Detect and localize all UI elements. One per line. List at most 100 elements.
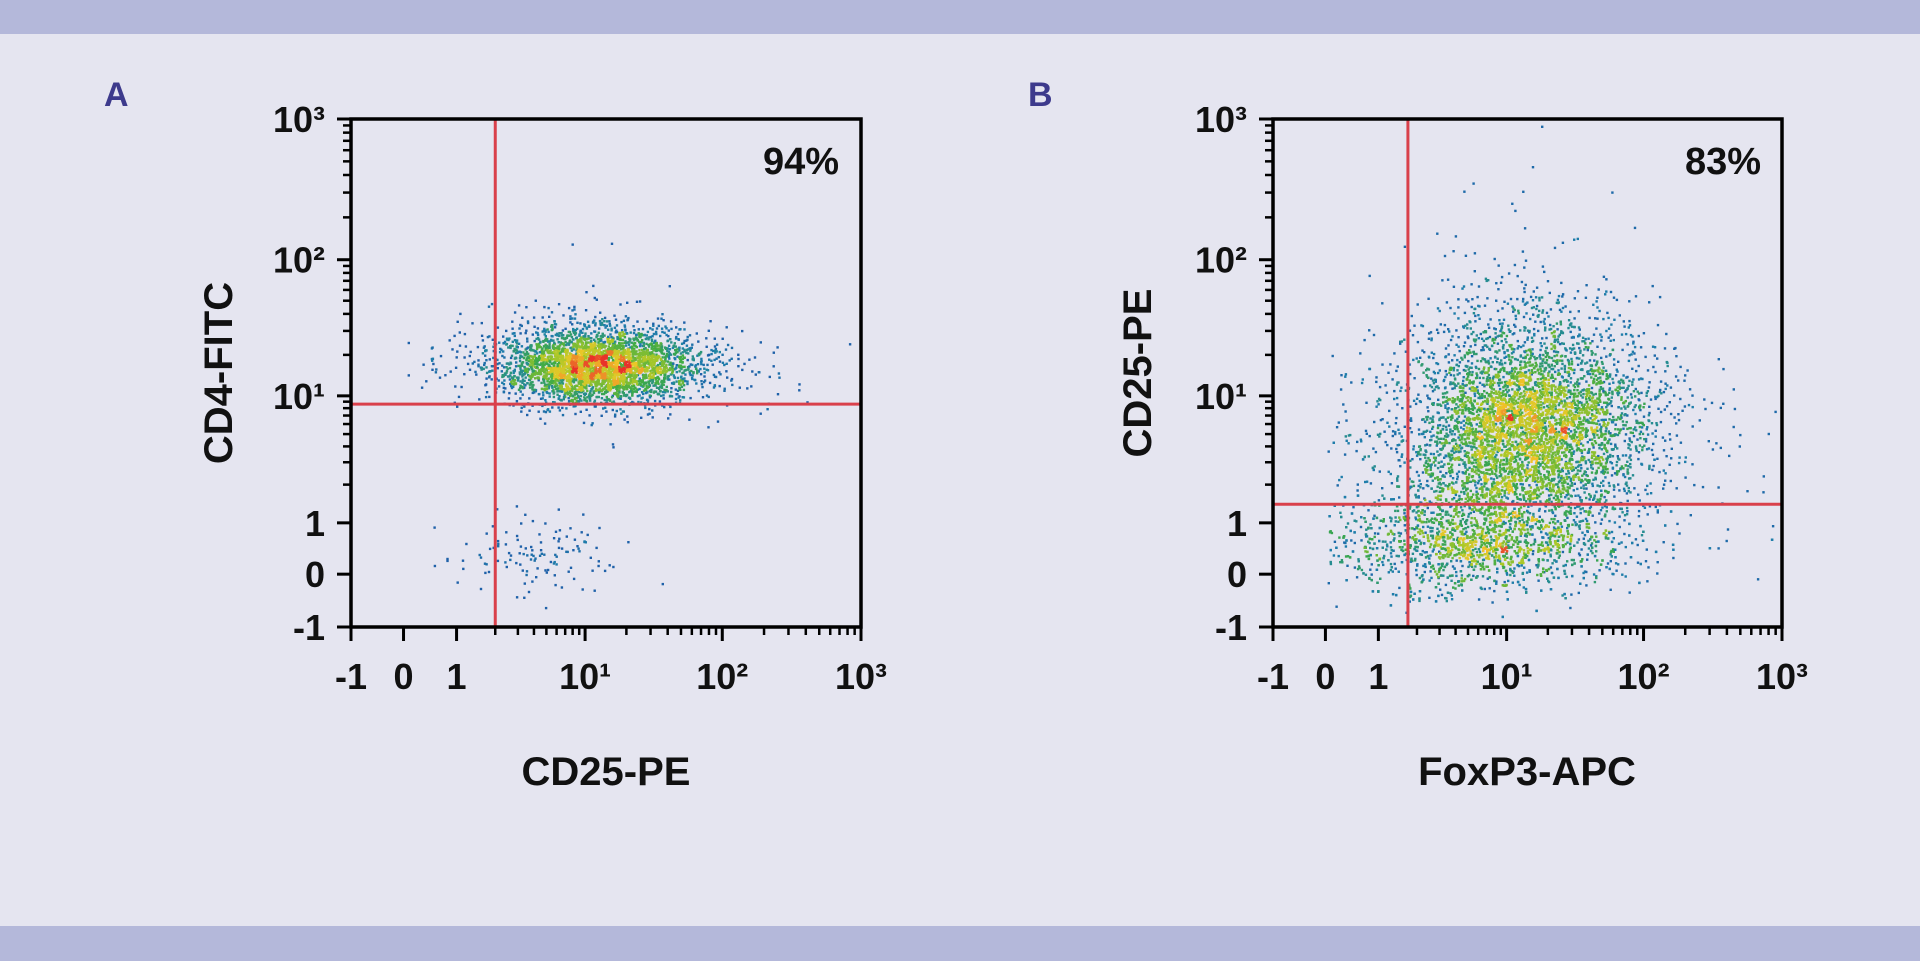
event-dot [463, 332, 467, 336]
event-dot [1539, 367, 1542, 371]
event-dot [610, 242, 614, 245]
event-dot [480, 334, 484, 337]
event-dot [663, 380, 666, 384]
event-dot [665, 385, 668, 389]
event-dot [577, 350, 580, 353]
event-dot [690, 369, 693, 373]
event-dot [584, 373, 587, 376]
event-dot [583, 383, 586, 387]
event-dot [574, 364, 577, 367]
event-dot [548, 410, 552, 413]
event-dot [627, 396, 631, 399]
event-dot [1469, 345, 1472, 348]
event-dot [721, 337, 724, 340]
event-dot [579, 331, 582, 334]
event-dot [610, 362, 614, 366]
event-dot [503, 340, 507, 344]
event-dot [521, 379, 525, 383]
event-dot [1639, 437, 1642, 440]
event-dot [599, 311, 602, 314]
event-dot [711, 363, 714, 366]
event-dot [570, 341, 573, 344]
event-dot [613, 377, 616, 380]
event-dot [1442, 401, 1445, 404]
event-dot [1538, 365, 1542, 368]
event-dot [604, 354, 607, 357]
event-dot [611, 359, 615, 362]
event-dot [713, 358, 716, 362]
event-dot [612, 386, 615, 389]
event-dot [502, 366, 506, 369]
event-dot [778, 376, 781, 379]
event-dot [1539, 400, 1543, 404]
y-tick-label: 10² [273, 240, 325, 281]
event-dot [615, 370, 619, 373]
event-dot [578, 385, 581, 389]
event-dot [689, 396, 692, 400]
event-dot [1634, 412, 1637, 416]
event-dot [618, 384, 622, 387]
event-dot [640, 356, 643, 359]
event-dot [554, 370, 558, 374]
event-dot [659, 357, 663, 361]
event-dot [757, 371, 760, 374]
event-dot [629, 390, 632, 393]
event-dot [678, 382, 681, 386]
event-dot [1461, 480, 1464, 483]
event-dot [515, 534, 519, 538]
event-dot [588, 362, 592, 365]
event-dot [564, 358, 567, 361]
event-dot [562, 314, 565, 317]
event-dot [705, 394, 709, 397]
event-dot [1719, 446, 1722, 450]
event-dot [593, 374, 596, 378]
event-dot [526, 554, 529, 557]
event-dot [594, 322, 597, 325]
event-dot [612, 446, 615, 449]
event-dot [563, 393, 566, 396]
event-dot [654, 382, 657, 385]
event-dot [1591, 372, 1595, 376]
event-dot [603, 380, 606, 384]
event-dot [586, 389, 589, 393]
event-dot [1464, 497, 1467, 500]
event-dot [597, 352, 601, 355]
event-dot [577, 382, 581, 385]
event-dot [588, 414, 591, 417]
event-dot [1621, 420, 1625, 423]
event-dot [648, 412, 651, 415]
event-dot [656, 392, 660, 396]
event-dot [547, 330, 550, 334]
event-dot [1469, 351, 1472, 354]
event-dot [478, 553, 481, 557]
event-dot [661, 371, 665, 375]
event-dot [1599, 333, 1602, 336]
event-dot [590, 379, 593, 382]
event-dot [580, 531, 583, 534]
event-dot [1377, 499, 1381, 502]
event-dot [531, 380, 534, 384]
event-dot [1600, 456, 1604, 459]
event-dot [550, 324, 554, 327]
event-dot [1411, 334, 1415, 337]
event-dot [674, 345, 677, 348]
event-dot [648, 389, 651, 393]
event-dot [477, 359, 480, 362]
event-dot [525, 329, 528, 332]
event-dot [1605, 290, 1608, 293]
event-dot [654, 346, 657, 350]
event-dot [547, 340, 550, 343]
event-dot [1439, 498, 1442, 501]
event-dot [597, 341, 600, 344]
event-dot [526, 367, 529, 370]
event-dot [1652, 365, 1655, 369]
event-dot [666, 360, 670, 363]
event-dot [498, 362, 501, 365]
event-dot [558, 537, 561, 540]
event-dot [632, 390, 636, 393]
event-dot [623, 373, 626, 376]
event-dot [638, 353, 642, 357]
event-dot [539, 541, 543, 544]
event-dot [567, 306, 571, 310]
event-dot [500, 370, 503, 373]
